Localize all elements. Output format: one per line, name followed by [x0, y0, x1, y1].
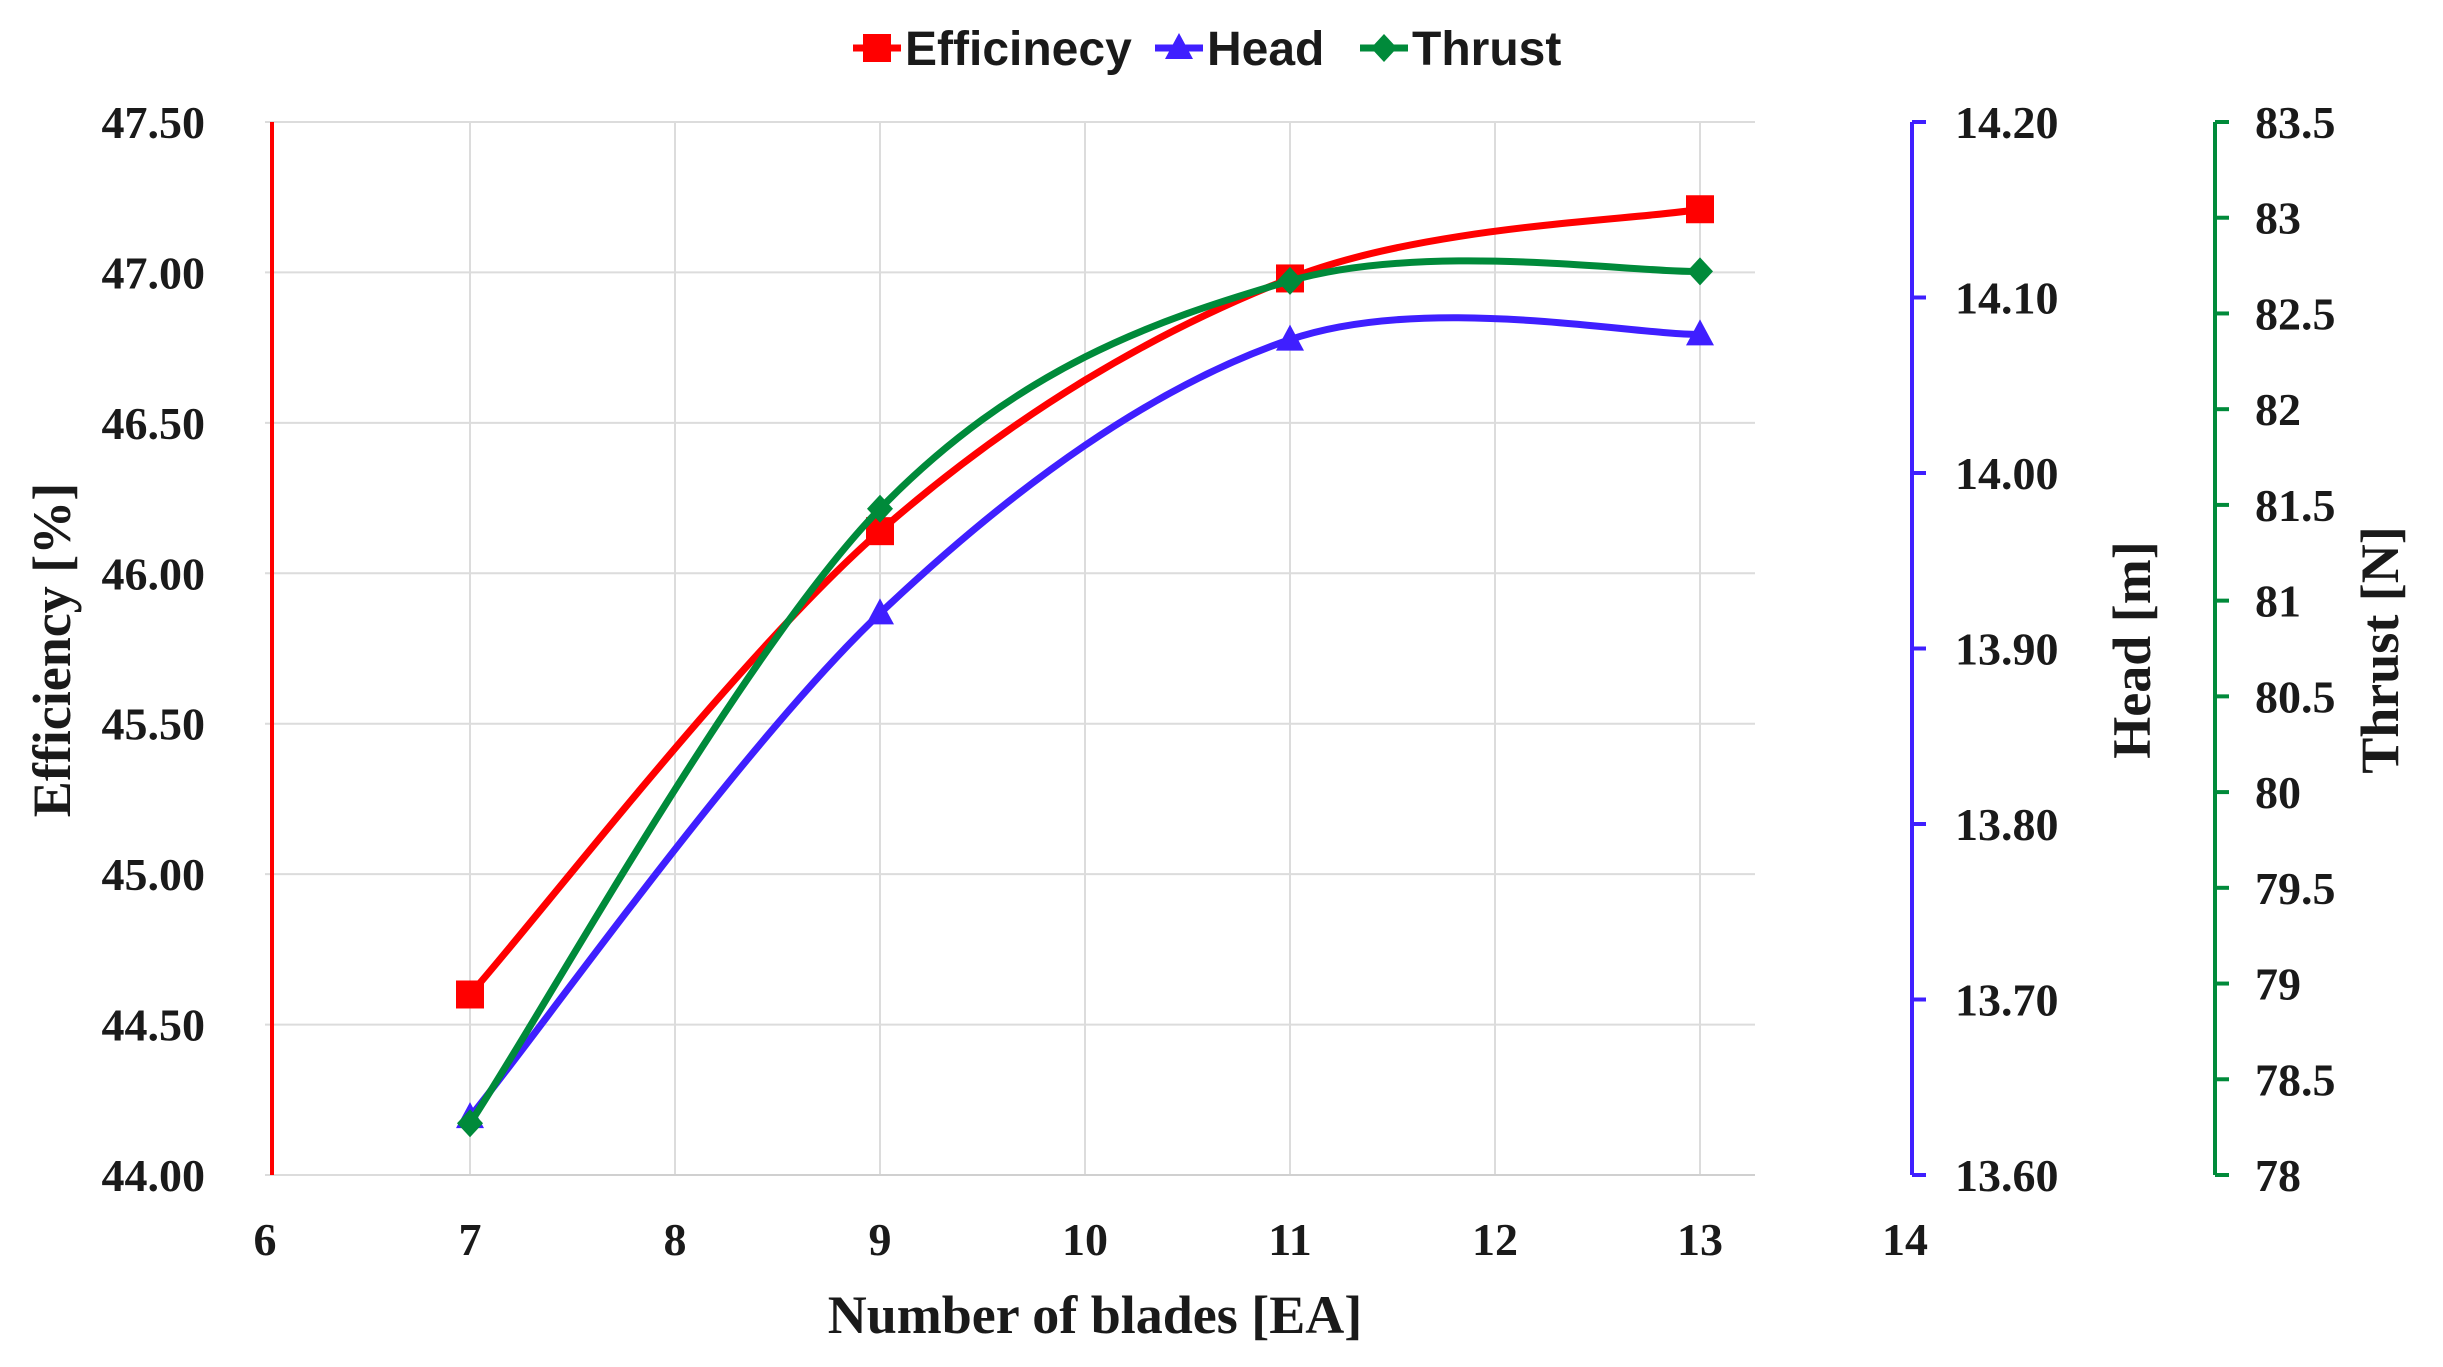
legend: Efficinecy Head Thrust [853, 23, 1561, 76]
thrust-data-point [457, 1109, 483, 1138]
efficinecy-legend-marker [863, 34, 891, 62]
x-tick-label: 8 [664, 1214, 687, 1265]
x-tick-label: 10 [1062, 1214, 1108, 1265]
right2-tick-label: 83 [2255, 193, 2301, 244]
left-tick-label: 46.50 [102, 398, 206, 449]
head-data-point [1686, 319, 1714, 346]
left-tick-label: 44.50 [102, 1000, 206, 1051]
right2-tick-label: 80 [2255, 767, 2301, 818]
x-tick-label: 12 [1472, 1214, 1518, 1265]
efficinecy-legend-label: Efficinecy [905, 23, 1132, 76]
right2-tick-label: 83.5 [2255, 97, 2336, 148]
thrust-series-line [466, 257, 1704, 1127]
right-tick-label: 14.20 [1955, 97, 2059, 148]
x-axis-title: Number of blades [EA] [828, 1285, 1363, 1345]
right2-tick-label: 82 [2255, 384, 2301, 435]
right-tick-label: 13.60 [1955, 1150, 2059, 1201]
left-tick-label: 45.00 [102, 849, 206, 900]
x-tick-label: 14 [1882, 1214, 1928, 1265]
right2-tick-label: 78.5 [2255, 1054, 2336, 1105]
x-tick-label: 7 [459, 1214, 482, 1265]
axes: 6 7 8 9 10 11 12 13 1444.0044.5045.0045.5046.004… [102, 97, 2336, 1265]
right2-axis-title: Thrust [N] [2350, 526, 2410, 774]
right2-tick-label: 81 [2255, 576, 2301, 627]
right2-tick-label: 80.5 [2255, 671, 2336, 722]
right-tick-label: 14.00 [1955, 448, 2059, 499]
left-tick-label: 47.50 [102, 97, 206, 148]
left-tick-label: 47.00 [102, 247, 206, 298]
x-tick-label: 13 [1677, 1214, 1723, 1265]
left-tick-label: 44.00 [102, 1150, 206, 1201]
right-tick-label: 13.80 [1955, 799, 2059, 850]
x-tick-label: 11 [1268, 1214, 1311, 1265]
right-tick-label: 13.90 [1955, 624, 2059, 675]
head-data-point [1276, 324, 1304, 351]
head-data-point [866, 598, 894, 625]
left-tick-label: 45.50 [102, 699, 206, 750]
right-tick-label: 13.70 [1955, 975, 2059, 1026]
series-layer [456, 195, 1714, 1138]
efficinecy-data-point [456, 980, 484, 1009]
x-tick-label: 9 [869, 1214, 892, 1265]
gridlines [265, 121, 1755, 1176]
head-legend-marker [1165, 33, 1193, 59]
left-axis-title: Efficiency [%] [22, 483, 82, 817]
right2-tick-label: 79.5 [2255, 863, 2336, 914]
left-tick-label: 46.00 [102, 548, 206, 599]
thrust-data-point [1687, 257, 1713, 286]
thrust-data-point [1277, 266, 1303, 295]
right-axis-title: Head [m] [2102, 541, 2162, 758]
right2-tick-label: 82.5 [2255, 288, 2336, 339]
right2-tick-label: 81.5 [2255, 480, 2336, 531]
axis-labels: Number of blades [EA] Efficiency [%] Hea… [22, 483, 2410, 1345]
efficinecy-series-line [466, 205, 1704, 998]
efficinecy-data-point [1686, 195, 1714, 224]
x-tick-label: 6 [254, 1214, 277, 1265]
right2-tick-label: 78 [2255, 1150, 2301, 1201]
right-tick-label: 14.10 [1955, 273, 2059, 324]
right2-tick-label: 79 [2255, 959, 2301, 1010]
thrust-data-point [867, 494, 893, 523]
thrust-legend-label: Thrust [1412, 23, 1561, 76]
thrust-legend-marker [1371, 34, 1397, 62]
head-legend-label: Head [1207, 23, 1324, 76]
head-series-line [466, 314, 1704, 1121]
